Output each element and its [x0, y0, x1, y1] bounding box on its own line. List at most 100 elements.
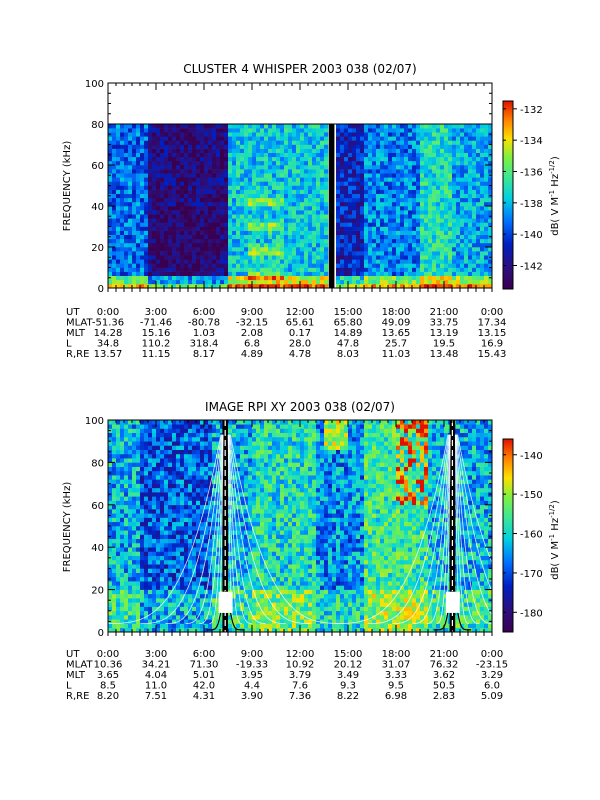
- spectrogram-cell: [280, 226, 285, 231]
- spectrogram-cell: [312, 234, 317, 240]
- spectrogram-cell: [472, 124, 477, 129]
- spectrogram-cell: [136, 128, 141, 133]
- spectrogram-cell: [368, 177, 373, 182]
- spectrogram-cell: [152, 436, 157, 442]
- spectrogram-cell: [212, 247, 217, 252]
- spectrogram-cell: [476, 193, 481, 199]
- spectrogram-cell: [156, 169, 161, 174]
- spectrogram-cell: [380, 140, 385, 145]
- spectrogram-cell: [132, 140, 137, 145]
- spectrogram-cell: [424, 201, 429, 207]
- spectrogram-cell: [140, 210, 145, 215]
- spectrogram-cell: [472, 136, 477, 141]
- spectrogram-cell: [200, 136, 205, 141]
- spectrogram-cell: [140, 547, 145, 552]
- spectrogram-cell: [292, 263, 297, 268]
- spectrogram-cell: [136, 424, 141, 429]
- spectrogram-cell: [208, 181, 213, 186]
- spectrogram-cell: [140, 271, 145, 276]
- spectrogram-cell: [152, 210, 157, 215]
- spectrogram-cell: [160, 504, 165, 510]
- spectrogram-cell: [140, 169, 145, 174]
- spectrogram-cell: [336, 251, 341, 256]
- spectrogram-cell: [176, 136, 181, 141]
- spectrogram-cell: [320, 177, 325, 182]
- spectrogram-cell: [156, 173, 161, 178]
- spectrogram-cell: [120, 169, 125, 174]
- spectrogram-cell: [488, 181, 492, 186]
- spectrogram-cell: [216, 165, 221, 170]
- spectrogram-cell: [456, 255, 461, 260]
- spectrogram-cell: [196, 193, 201, 199]
- spectrogram-cell: [160, 559, 165, 565]
- spectrogram-cell: [424, 214, 429, 219]
- spectrogram-cell: [404, 128, 409, 133]
- spectrogram-cell: [452, 185, 457, 190]
- spectrogram-cell: [144, 504, 149, 510]
- spectrogram-cell: [172, 169, 177, 174]
- spectrogram-cell: [204, 201, 209, 207]
- spectrogram-cell: [160, 615, 165, 620]
- spectrogram-cell: [444, 242, 449, 248]
- spectrogram-cell: [188, 275, 193, 281]
- spectrogram-cell: [324, 193, 329, 199]
- spectrogram-cell: [340, 210, 345, 215]
- spectrogram-cell: [216, 267, 221, 272]
- spectrogram-cell: [128, 598, 133, 603]
- spectrogram-cell: [108, 483, 113, 489]
- spectrogram-cell: [112, 585, 117, 590]
- spectrogram-cell: [424, 222, 429, 227]
- spectrogram-cell: [176, 589, 181, 595]
- spectrogram-cell: [376, 136, 381, 141]
- spectrogram-cell: [448, 156, 453, 162]
- spectrogram-cell: [112, 462, 117, 467]
- spectrogram-cell: [128, 581, 133, 586]
- spectrogram-cell: [280, 214, 285, 219]
- spectrogram-cell: [124, 148, 129, 153]
- spectrogram-cell: [164, 521, 169, 527]
- spectrogram-cell: [428, 156, 433, 162]
- spectrogram-cell: [172, 279, 177, 285]
- spectrogram-cell: [220, 218, 225, 223]
- spectrogram-cell: [420, 201, 425, 207]
- spectrogram-cell: [440, 206, 445, 211]
- spectrogram-cell: [156, 547, 161, 552]
- spectrogram-cell: [484, 283, 489, 288]
- spectrogram-cell: [252, 214, 257, 219]
- spectrogram-cell: [200, 193, 205, 199]
- spectrogram-cell: [136, 475, 141, 480]
- spectrogram-cell: [324, 148, 329, 153]
- spectrogram-cell: [172, 267, 177, 272]
- spectrogram-cell: [284, 210, 289, 215]
- spectrogram-cell: [448, 128, 453, 133]
- spectrogram-cell: [136, 156, 141, 162]
- spectrogram-cell: [228, 169, 233, 174]
- spectrogram-cell: [448, 152, 453, 158]
- spectrogram-cell: [316, 247, 321, 252]
- spectrogram-cell: [192, 267, 197, 272]
- spectrogram-cell: [384, 275, 389, 281]
- spectrogram-cell: [476, 197, 481, 203]
- spectrogram-cell: [324, 271, 329, 276]
- spectrogram-cell: [412, 214, 417, 219]
- spectrogram-cell: [468, 222, 473, 227]
- spectrogram-cell: [164, 230, 169, 235]
- spectrogram-cell: [156, 526, 161, 531]
- spectrogram-cell: [300, 271, 305, 276]
- spectrogram-cell: [168, 627, 173, 632]
- spectrogram-cell: [416, 140, 421, 145]
- spectrogram-cell: [124, 432, 129, 438]
- ephemeris-value: 21:00: [430, 307, 459, 318]
- spectrogram-cell: [176, 197, 181, 203]
- spectrogram-cell: [348, 238, 353, 244]
- spectrogram-cell: [292, 230, 297, 235]
- spectrogram-cell: [148, 581, 153, 586]
- spectrogram-cell: [108, 156, 113, 162]
- spectrogram-cell: [124, 602, 129, 607]
- spectrogram-cell: [356, 242, 361, 248]
- spectrogram-cell: [420, 242, 425, 248]
- spectrogram-cell: [368, 247, 373, 252]
- spectrogram-cell: [372, 259, 377, 264]
- spectrogram-cell: [176, 218, 181, 223]
- spectrogram-cell: [388, 189, 393, 194]
